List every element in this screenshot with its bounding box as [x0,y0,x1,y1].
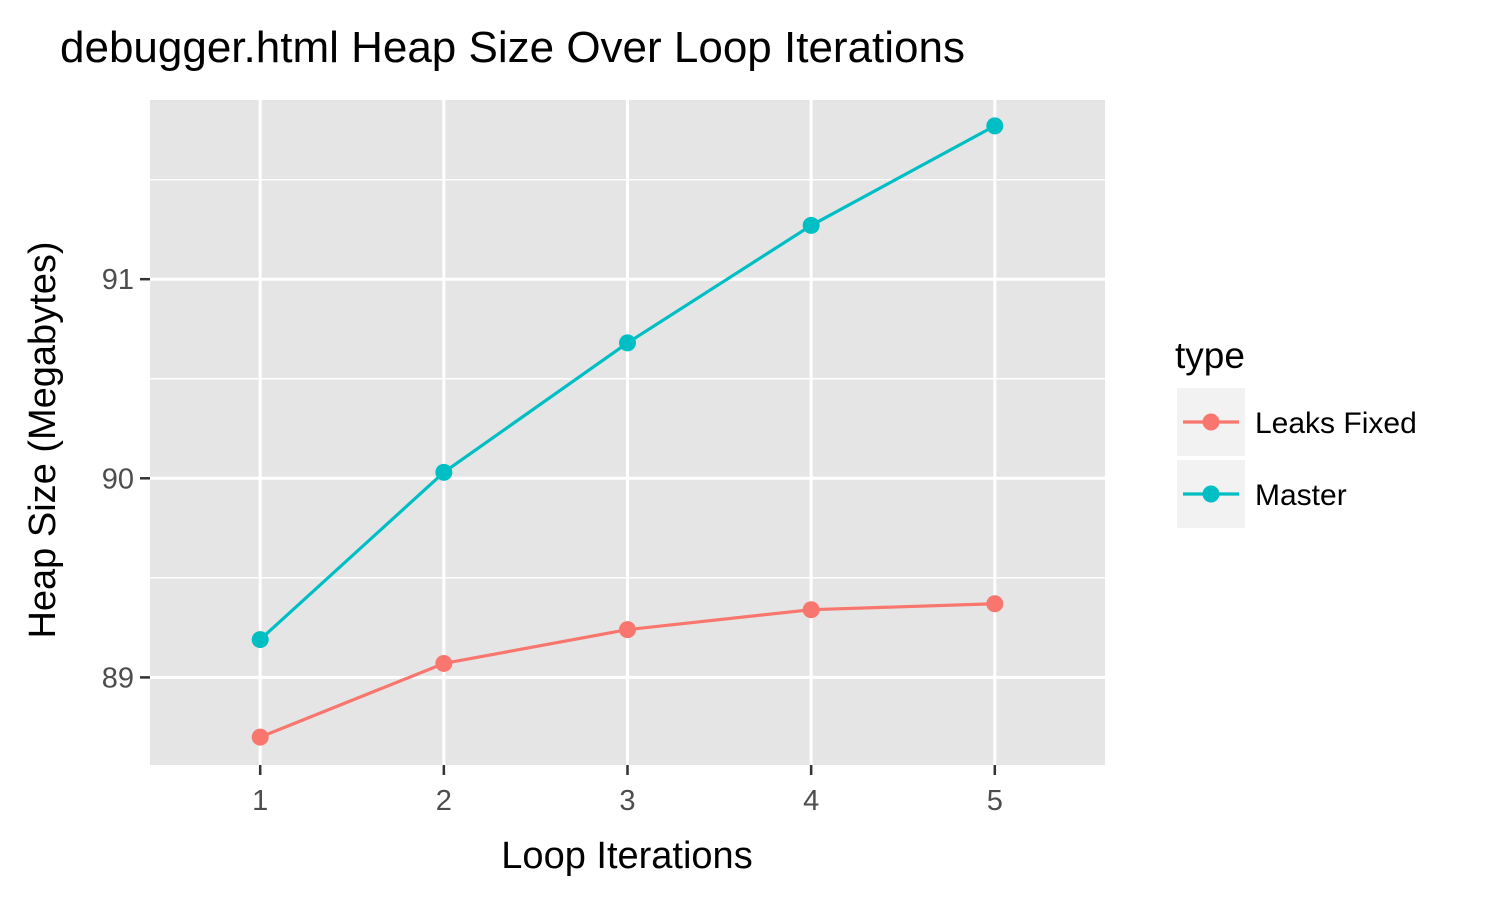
legend: type Leaks Fixed Master [1175,335,1417,528]
legend-title: type [1175,335,1245,376]
x-axis: 1 2 3 4 5 [252,765,1003,817]
data-point [435,463,453,481]
legend-key-point [1202,485,1220,503]
legend-label: Master [1255,479,1347,512]
x-axis-title: Loop Iterations [501,835,752,877]
x-tick-label: 3 [619,785,635,817]
y-tick-label: 90 [102,463,134,495]
x-tick-label: 4 [803,785,819,817]
data-point [802,601,820,619]
x-tick-label: 5 [987,785,1003,817]
grid-major [150,100,1105,765]
y-tick-label: 91 [102,264,134,296]
data-point [986,595,1004,613]
x-tick-label: 1 [252,785,268,817]
data-point [986,117,1004,135]
series-master [251,117,1004,649]
data-point [619,621,636,639]
legend-item: Leaks Fixed [1177,388,1417,456]
legend-key-point [1202,413,1220,431]
series-leaks-fixed [251,595,1004,746]
x-tick-label: 2 [436,785,452,817]
data-point [435,654,453,672]
y-axis: 89 90 91 [102,264,150,694]
y-tick-label: 89 [102,662,134,694]
series-group [251,117,1004,746]
data-point [251,728,269,746]
chart-title: debugger.html Heap Size Over Loop Iterat… [60,23,965,72]
legend-label: Leaks Fixed [1255,407,1417,440]
data-point [619,334,636,352]
data-point [251,631,269,649]
legend-item: Master [1177,460,1347,528]
y-axis-title: Heap Size (Megabytes) [22,241,64,638]
data-point [802,216,820,234]
legend-items: Leaks Fixed Master [1177,388,1417,528]
